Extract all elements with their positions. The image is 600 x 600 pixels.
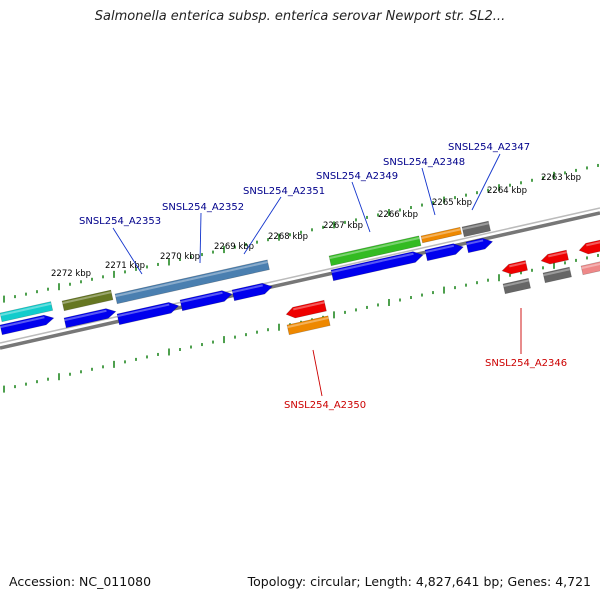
locus-tag-label: SNSL254_A2350 <box>284 400 366 411</box>
gene-feature-pink <box>580 261 600 276</box>
locus-leader-line <box>421 167 436 216</box>
gene-feature-steel-highlight <box>115 261 268 298</box>
scale-tick-label: 2268 kbp <box>268 232 308 242</box>
cds-arrow <box>116 302 180 326</box>
locus-tag-label: SNSL254_A2349 <box>316 171 398 182</box>
gene-feature-gray <box>461 220 491 238</box>
gene-feature-olive <box>61 289 114 312</box>
locus-leader-line <box>471 153 501 211</box>
cds-arrow <box>179 290 233 312</box>
genome-title: Salmonella enterica subsp. enterica sero… <box>94 9 506 24</box>
gene-feature-orange-minus-highlight <box>287 316 329 329</box>
locus-tag-label: SNSL254_A2346 <box>485 358 567 369</box>
cds-arrow <box>424 243 464 262</box>
gene-feature-orange-highlight <box>421 228 461 240</box>
gene-feature-gray-minus-highlight <box>503 279 530 288</box>
locus-tag-label: SNSL254_A2348 <box>383 157 465 168</box>
gene-feature-red <box>578 239 600 255</box>
accession-label: Accession: NC_011080 <box>9 574 152 589</box>
scale-tick-label: 2265 kbp <box>432 198 472 208</box>
gene-feature-pink-highlight <box>581 262 600 270</box>
gene-feature-red <box>540 249 569 265</box>
backbone-layer <box>0 207 600 350</box>
scale-tick-label: 2270 kbp <box>160 252 200 262</box>
cds-arrow-highlight <box>425 244 455 254</box>
scale-tick-label: 2272 kbp <box>51 269 91 279</box>
gene-feature-orange <box>420 226 462 244</box>
gene-feature-orange-minus <box>286 315 331 336</box>
scale-tick-label: 2271 kbp <box>105 261 145 271</box>
cds-arrow-highlight <box>117 303 170 318</box>
gene-feature-green <box>328 235 422 267</box>
cds-arrow-highlight <box>232 284 263 294</box>
gene-feature-red-highlight <box>548 251 568 258</box>
scale-tick-label: 2269 kbp <box>214 242 254 252</box>
cds-arrow <box>0 314 55 336</box>
locus-tag-label: SNSL254_A2351 <box>243 186 325 197</box>
cds-arrow-highlight <box>180 291 223 304</box>
backbone-line-outer <box>0 211 600 350</box>
scale-tick-label: 2266 kbp <box>378 210 418 220</box>
gene-feature-green-highlight <box>329 237 420 260</box>
locus-leader-line <box>112 227 143 275</box>
locus-leader-line <box>312 349 323 397</box>
cds-arrow-highlight <box>466 239 484 246</box>
locus-leader-line <box>199 212 202 264</box>
cds-arrow-highlight <box>64 309 107 322</box>
locus-leader-line <box>243 196 282 255</box>
cds-arrow <box>231 282 273 302</box>
locus-tag-label: SNSL254_A2353 <box>79 216 161 227</box>
gene-feature-olive-highlight <box>62 291 112 305</box>
gene-feature-gray-minus <box>502 277 531 295</box>
locus-leader-line <box>351 181 371 233</box>
upper-scale-track <box>3 163 599 303</box>
gene-feature-gray-minus <box>542 266 572 284</box>
cds-arrow-highlight <box>331 252 414 274</box>
cds-arrow <box>63 308 117 329</box>
topology-stats: Topology: circular; Length: 4,827,641 bp… <box>247 574 591 589</box>
gene-feature-steel <box>114 259 270 305</box>
locus-tag-label: SNSL254_A2347 <box>448 142 530 153</box>
cds-arrow-highlight <box>0 316 45 329</box>
scale-tick-label: 2263 kbp <box>541 173 581 183</box>
scale-tick-label: 2267 kbp <box>323 221 363 231</box>
cds-arrow <box>465 237 494 254</box>
scale-tick-label: 2264 kbp <box>487 186 527 196</box>
gene-feature-red-highlight <box>586 241 600 247</box>
gene-feature-red-highlight <box>293 301 325 311</box>
gene-feature-gray-minus-highlight <box>543 268 571 277</box>
locus-tag-label: SNSL254_A2352 <box>162 202 244 213</box>
genes-layer <box>0 220 600 336</box>
gene-feature-red-highlight <box>509 261 527 268</box>
gene-feature-red <box>501 260 528 275</box>
gene-feature-cyan <box>0 301 54 323</box>
gene-feature-gray-highlight <box>462 222 490 231</box>
labels-layer: 2272 kbp 2271 kbp 2270 kbp 2269 kbp 2268 kbp… <box>51 142 581 411</box>
gene-feature-cyan-highlight <box>0 302 52 317</box>
backbone-line-inner <box>0 207 600 344</box>
gene-feature-red <box>285 299 327 319</box>
cds-arrow <box>330 251 424 282</box>
